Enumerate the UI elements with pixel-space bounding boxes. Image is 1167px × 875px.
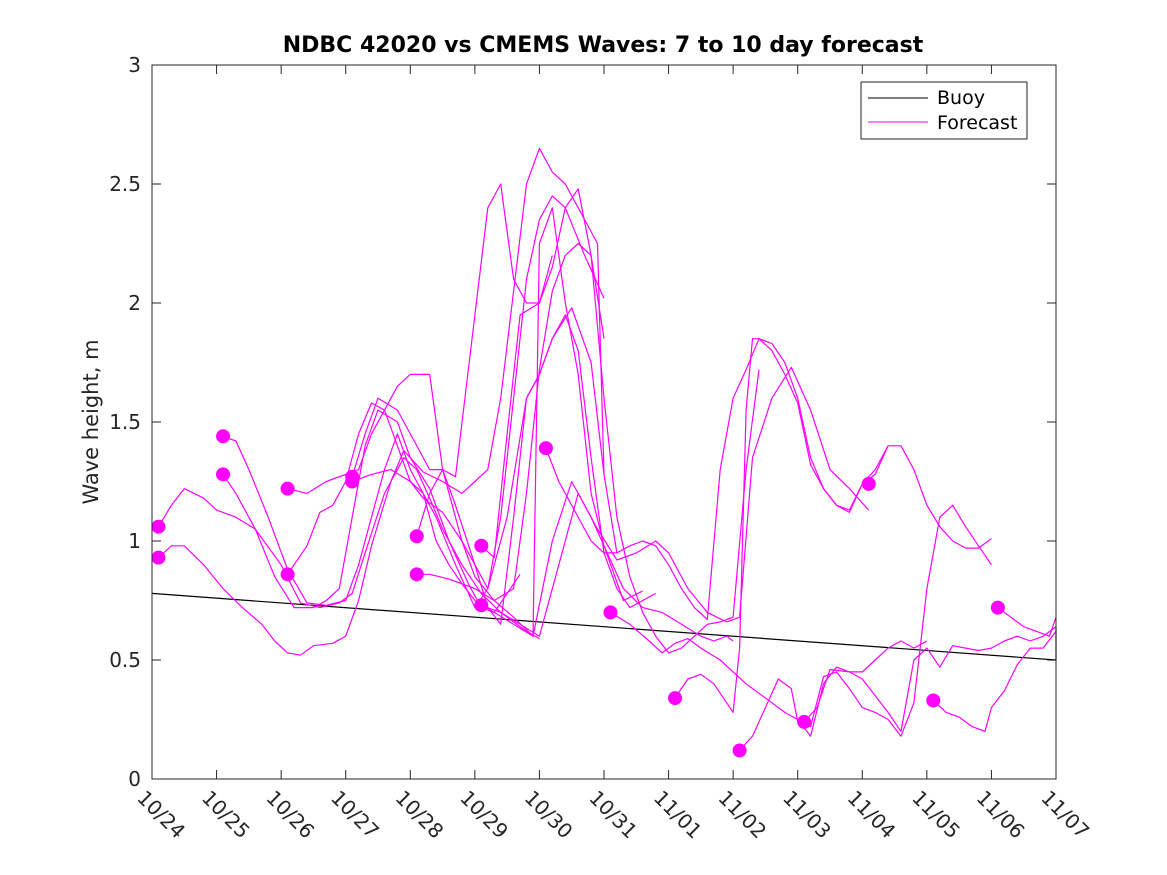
forecast-start-marker [409, 567, 424, 582]
forecast-series-line [481, 366, 870, 637]
forecast-series-line [287, 242, 605, 602]
forecast-start-marker [409, 529, 424, 544]
forecast-series-line [674, 338, 992, 714]
forecast-start-marker [926, 693, 941, 708]
y-tick-label: 1.5 [109, 410, 141, 434]
forecast-start-marker [474, 538, 489, 553]
forecast-series-line [416, 314, 656, 625]
legend-box [860, 81, 1028, 140]
forecast-start-marker [345, 474, 360, 489]
chart-title: NDBC 42020 vs CMEMS Waves: 7 to 10 day f… [283, 33, 924, 58]
forecast-series-line [157, 457, 540, 640]
forecast-series-line [351, 307, 618, 590]
legend-buoy-label: Buoy [937, 87, 985, 109]
y-axis-label: Wave height, m [79, 339, 103, 504]
y-tick-label: 2 [128, 291, 141, 315]
forecast-start-marker [990, 600, 1005, 615]
forecast-start-marker [216, 467, 231, 482]
plot-area [152, 65, 1056, 779]
forecast-start-marker [668, 691, 683, 706]
forecast-start-marker [280, 481, 295, 496]
forecast-start-marker [603, 605, 618, 620]
y-tick-label: 0 [128, 767, 141, 791]
forecast-start-marker [151, 519, 166, 534]
forecast-series-line [610, 611, 928, 737]
forecast-series-line [222, 147, 605, 609]
y-tick-label: 2.5 [109, 172, 141, 196]
forecast-series-line [997, 607, 1057, 637]
legend: Buoy Forecast [860, 81, 1028, 140]
forecast-series-line [739, 504, 992, 751]
forecast-start-marker [861, 476, 876, 491]
forecast-start-marker [732, 743, 747, 758]
legend-forecast-label: Forecast [937, 112, 1017, 134]
forecast-series-line [932, 631, 1057, 733]
forecast-start-marker [797, 714, 812, 729]
marker-layer [151, 429, 1005, 758]
y-tick-label: 1 [128, 529, 141, 553]
forecast-series-line [480, 188, 760, 654]
forecast-series-line [158, 450, 521, 656]
forecast-start-marker [151, 550, 166, 565]
forecast-start-marker [474, 598, 489, 613]
plot-frame [151, 64, 1057, 780]
forecast-series-line [803, 626, 1057, 733]
y-tick-label: 3 [128, 53, 141, 77]
forecast-start-marker [216, 429, 231, 444]
forecast-series-line [416, 207, 734, 642]
forecast-start-marker [280, 567, 295, 582]
forecast-start-marker [538, 441, 553, 456]
y-tick-label: 0.5 [109, 648, 141, 672]
y-tick-labels: 0 0.5 1 1.5 2 2.5 3 [109, 53, 141, 791]
